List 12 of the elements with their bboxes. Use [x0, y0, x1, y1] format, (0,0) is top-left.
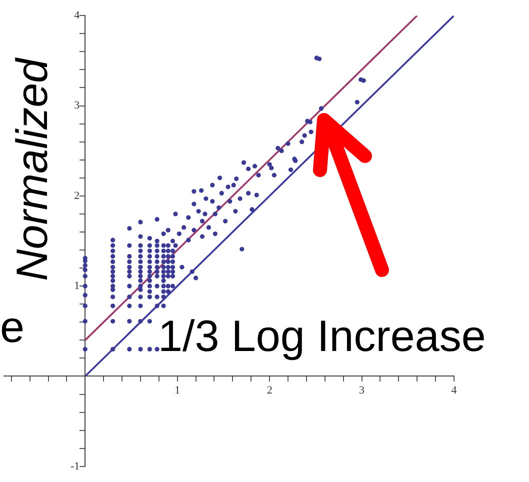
y-tick-label: 2: [74, 190, 86, 202]
annotation: Normalized: [8, 58, 57, 282]
y-tick-label: -1: [70, 460, 86, 472]
x-tick-label: 4: [451, 384, 458, 397]
annotation: e: [0, 303, 24, 353]
y-tick-label: 1: [74, 280, 86, 292]
x-tick-label: 1: [174, 384, 180, 397]
x-tick-label: 3: [359, 384, 366, 397]
y-tick-label: 3: [74, 100, 86, 112]
x-tick-label: 2: [266, 384, 272, 397]
y-tick-label: 4: [74, 9, 86, 22]
annotation: 1/3 Log Increase: [158, 312, 486, 362]
